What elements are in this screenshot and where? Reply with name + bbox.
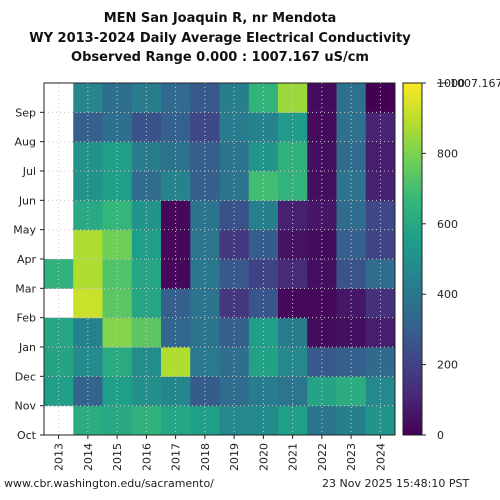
heatmap-cell bbox=[248, 229, 279, 260]
y-tick-label: Sep bbox=[15, 106, 36, 119]
heatmap-cell bbox=[307, 405, 337, 436]
y-tick-label: Jul bbox=[22, 165, 36, 178]
y-tick-label: Dec bbox=[15, 370, 36, 383]
x-tick-label: 2016 bbox=[140, 443, 153, 471]
heatmap-cell bbox=[307, 317, 337, 348]
y-tick-label: Mar bbox=[15, 282, 36, 295]
y-tick-label: Nov bbox=[15, 400, 37, 413]
heatmap-cell bbox=[365, 141, 396, 172]
heatmap-cell bbox=[336, 229, 367, 260]
heatmap-cell bbox=[131, 229, 162, 260]
x-tick-label: 2019 bbox=[228, 443, 241, 471]
heatmap-cell bbox=[219, 141, 250, 172]
colorbar-tick-label: 400 bbox=[437, 288, 458, 301]
heatmap-cell bbox=[219, 317, 250, 348]
heatmap-cell bbox=[219, 229, 250, 260]
heatmap-cell bbox=[131, 317, 162, 348]
y-tick-label: May bbox=[13, 224, 36, 237]
x-tick-label: 2024 bbox=[374, 443, 387, 471]
chart-title-line-2: WY 2013-2024 Daily Average Electrical Co… bbox=[29, 31, 411, 46]
heatmap-cell bbox=[102, 405, 133, 436]
heatmap-cell bbox=[161, 141, 191, 172]
colorbar-tick-label: 0 bbox=[437, 429, 444, 442]
heatmap-cell bbox=[190, 317, 220, 348]
x-tick-label: 2017 bbox=[170, 443, 183, 471]
y-tick-label: Apr bbox=[17, 253, 37, 266]
heatmap-cell bbox=[278, 317, 308, 348]
x-tick-label: 2013 bbox=[53, 443, 66, 471]
colorbar bbox=[402, 82, 423, 436]
y-tick-label: Oct bbox=[17, 429, 37, 442]
heatmap-cell bbox=[248, 405, 279, 436]
y-tick-label: Aug bbox=[15, 136, 36, 149]
heatmap-cell bbox=[44, 317, 74, 348]
heatmap-cell bbox=[73, 229, 103, 260]
heatmap-cell bbox=[365, 317, 396, 348]
heatmap-cell bbox=[190, 405, 220, 436]
colorbar-tick-label: 800 bbox=[437, 147, 458, 160]
heatmap-cell bbox=[102, 141, 133, 172]
footer-timestamp: 23 Nov 2025 15:48:10 PST bbox=[322, 477, 470, 490]
x-tick-label: 2022 bbox=[316, 443, 329, 471]
colorbar-tick-label: 1000 bbox=[437, 77, 465, 90]
y-tick-label: Jun bbox=[18, 194, 36, 207]
x-tick-label: 2014 bbox=[82, 443, 95, 471]
chart-title-line-1: MEN San Joaquin R, nr Mendota bbox=[103, 11, 337, 26]
y-tick-label: Jan bbox=[18, 341, 36, 354]
colorbar-tick-label: 600 bbox=[437, 218, 458, 231]
heatmap-cell bbox=[365, 405, 396, 436]
heatmap-cell bbox=[102, 317, 133, 348]
heatmap-cell bbox=[219, 405, 250, 436]
heatmap-cell bbox=[365, 229, 396, 260]
heatmap-cell bbox=[190, 141, 220, 172]
heatmap-cell bbox=[73, 405, 103, 436]
footer-url[interactable]: www.cbr.washington.edu/sacramento/ bbox=[4, 477, 214, 490]
heatmap-cell bbox=[73, 317, 103, 348]
x-tick-label: 2021 bbox=[287, 443, 300, 471]
heatmap-cell bbox=[307, 229, 337, 260]
heatmap-cell bbox=[278, 229, 308, 260]
heatmap-cell bbox=[307, 141, 337, 172]
heatmap-cell bbox=[248, 141, 279, 172]
heatmap-cell bbox=[73, 141, 103, 172]
heatmap-cell bbox=[336, 405, 367, 436]
x-tick-label: 2023 bbox=[345, 443, 358, 471]
heatmap-cell bbox=[161, 229, 191, 260]
heatmap-cell bbox=[336, 141, 367, 172]
heatmap-cell bbox=[190, 229, 220, 260]
heatmap-cell bbox=[131, 141, 162, 172]
heatmap-cell bbox=[278, 405, 308, 436]
x-tick-label: 2020 bbox=[257, 443, 270, 471]
heatmap-cell bbox=[131, 405, 162, 436]
x-tick-label: 2015 bbox=[111, 443, 124, 471]
heatmap-cell bbox=[161, 317, 191, 348]
y-tick-label: Feb bbox=[17, 312, 36, 325]
heatmap-cell bbox=[278, 141, 308, 172]
heatmap-cell bbox=[161, 405, 191, 436]
x-tick-label: 2018 bbox=[199, 443, 212, 471]
heatmap-cell bbox=[336, 317, 367, 348]
heatmap-cell bbox=[248, 317, 279, 348]
colorbar-max-label: 1007.167 bbox=[450, 77, 500, 90]
heatmap-cell bbox=[102, 229, 133, 260]
colorbar-tick-label: 200 bbox=[437, 359, 458, 372]
chart-title-line-3: Observed Range 0.000 : 1007.167 uS/cm bbox=[71, 50, 369, 65]
